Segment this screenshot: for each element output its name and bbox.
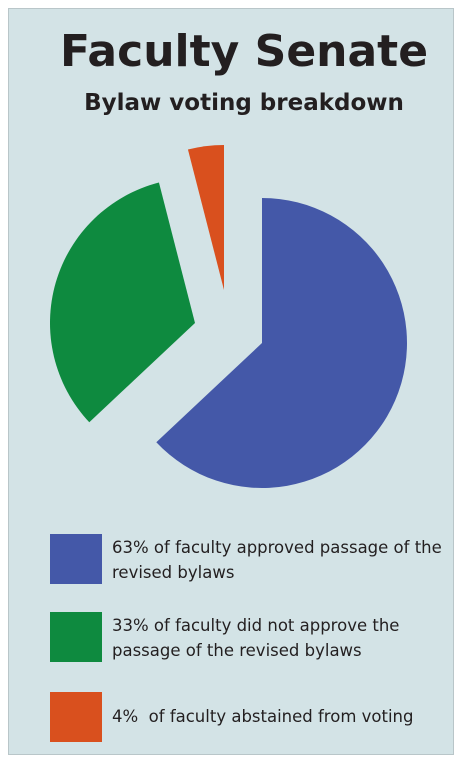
legend-label: 4% of faculty abstained from voting [112, 707, 414, 726]
legend-swatch [50, 612, 102, 662]
chart-subtitle: Bylaw voting breakdown [84, 90, 404, 116]
pie-slice [49, 182, 196, 423]
pie-slice [156, 198, 407, 489]
chart-title: Faculty Senate [60, 26, 428, 77]
pie-slice [187, 145, 224, 290]
legend-swatch [50, 692, 102, 742]
legend-swatch [50, 534, 102, 584]
legend-label: 33% of faculty did not approve the passa… [112, 616, 405, 660]
legend-label: 63% of faculty approved passage of the r… [112, 538, 442, 582]
